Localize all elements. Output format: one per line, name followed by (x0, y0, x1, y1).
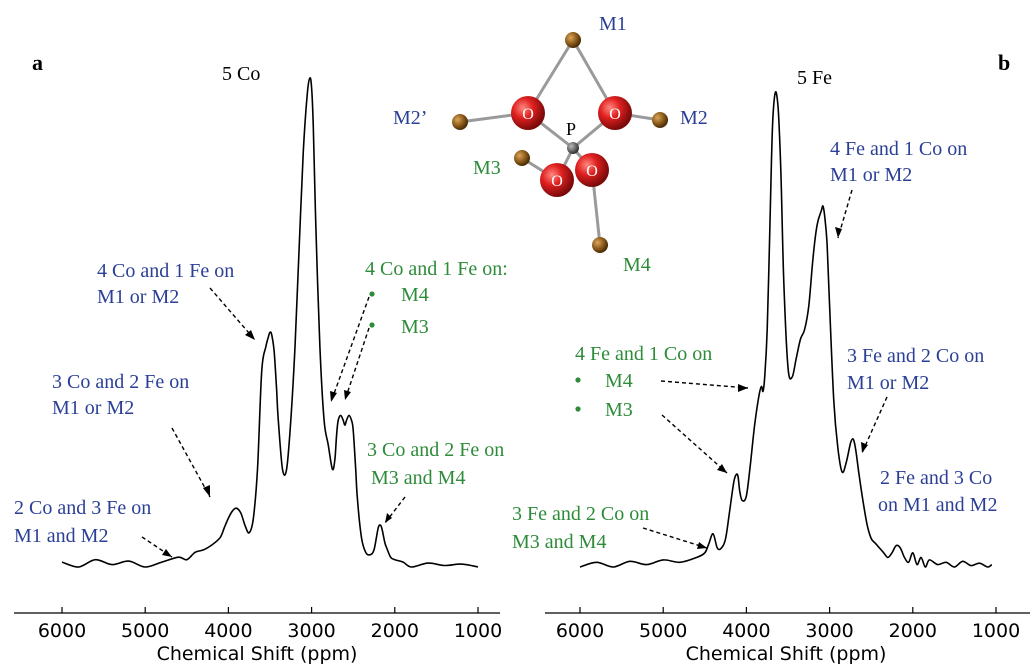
panel-a: a 5 Co 6000 5000 4000 3000 2000 1000 Chemical… (14, 50, 508, 665)
arrowheads-a (162, 330, 392, 557)
bullet-a-m4 (369, 291, 375, 297)
annotation-b-0-line-1: M1 or M2 (830, 164, 912, 186)
x-tick-label: 1000 (454, 620, 502, 642)
x-tick-label: 5000 (639, 620, 687, 642)
x-tick-label: 1000 (972, 620, 1020, 642)
annotation-b-0-line-0: 4 Fe and 1 Co on (830, 138, 967, 160)
annotation-b-2-line-0: 2 Fe and 3 Co (880, 467, 992, 489)
x-tick-label: 4000 (204, 620, 252, 642)
annotation-a-4-line-0: 3 Co and 2 Fe on (367, 439, 504, 461)
annotation-a-1-line-0: 3 Co and 2 Fe on (52, 371, 189, 393)
annotation-b-3-line-1: M4 (605, 370, 633, 392)
metal-atom-m2prime (452, 114, 468, 130)
x-tick-label: 6000 (38, 620, 86, 642)
x-ticks-a: 6000 5000 4000 3000 2000 1000 (38, 607, 502, 642)
annotation-a-2-line-0: 2 Co and 3 Fe on (14, 497, 151, 519)
x-tick-label: 3000 (805, 620, 853, 642)
oxygen-label-2: O (609, 106, 621, 123)
annotation-b-1-line-0: 3 Fe and 2 Co on (847, 345, 984, 367)
site-label-m2prime: M2’ (393, 107, 427, 129)
oxygen-labels: O O O O (522, 106, 621, 190)
phosphate-structure-diagram: O O O O P M1 M2 M2’ M3 M4 (393, 13, 708, 276)
panel-a-spectrum-label: 5 Co (222, 63, 260, 85)
annotation-a-3-line-1: M4 (401, 284, 429, 306)
metal-atom-m3 (514, 150, 530, 166)
oxygen-label-1: O (522, 106, 534, 123)
panel-b-spectrum-label: 5 Fe (797, 67, 832, 89)
metal-atom-m4 (592, 237, 608, 253)
oxygen-atom-2 (598, 96, 632, 130)
spectrum-trace-b (579, 91, 993, 568)
annotation-a-4-line-1: M3 and M4 (371, 467, 465, 489)
spectrum-trace-a (61, 77, 479, 568)
annotation-b-3-line-2: M3 (605, 399, 633, 421)
panel-a-label: a (32, 50, 43, 75)
metal-atom-m1 (565, 32, 581, 48)
panel-b: b 5 Fe 6000 5000 4000 3000 2000 1000 Chemical… (512, 50, 1030, 665)
x-ticks-b: 6000 5000 4000 3000 2000 1000 (556, 607, 1020, 642)
annotation-b-1-line-1: M1 or M2 (847, 372, 929, 394)
bullet-a-m3 (369, 322, 375, 328)
annotation-b-2-line-1: on M1 and M2 (878, 494, 997, 516)
arrows-b (642, 189, 888, 549)
bullet-b-m3 (575, 406, 581, 412)
x-tick-label: 2000 (889, 620, 937, 642)
annotation-a-1-line-1: M1 or M2 (52, 397, 134, 419)
arrows-a (141, 287, 406, 558)
x-tick-label: 2000 (371, 620, 419, 642)
oxygen-label-4: O (586, 163, 598, 180)
oxygen-atom-4 (575, 153, 609, 187)
annotation-b-4-line-1: M3 and M4 (512, 531, 606, 553)
x-tick-label: 5000 (121, 620, 169, 642)
annotation-a-2-line-1: M1 and M2 (14, 525, 108, 547)
panel-b-label: b (998, 50, 1010, 75)
oxygen-atom-1 (511, 96, 545, 130)
x-axis-label-a: Chemical Shift (ppm) (157, 643, 358, 665)
phosphorus-atom (567, 142, 579, 154)
annotation-b-4-line-0: 3 Fe and 2 Co on (512, 503, 649, 525)
annotation-b-3-line-0: 4 Fe and 1 Co on (575, 343, 712, 365)
annotation-a-3-line-2: M3 (401, 316, 429, 338)
x-axis-label-b: Chemical Shift (ppm) (686, 643, 887, 665)
bullet-b-m4 (575, 377, 581, 383)
site-label-m4: M4 (623, 254, 651, 276)
phosphorus-label: P (566, 119, 576, 139)
arrowheads-b (697, 227, 868, 549)
annotation-a-3-line-0: 4 Co and 1 Fe on: (365, 258, 508, 280)
site-label-m2: M2 (680, 107, 708, 129)
bonds (459, 39, 661, 246)
x-tick-label: 3000 (287, 620, 335, 642)
x-tick-label: 6000 (556, 620, 604, 642)
annotation-a-0-line-1: M1 or M2 (97, 286, 179, 308)
site-label-m1: M1 (599, 13, 627, 35)
annotation-a-0-line-0: 4 Co and 1 Fe on (97, 260, 234, 282)
x-tick-label: 4000 (722, 620, 770, 642)
oxygen-atom-3 (540, 163, 574, 197)
site-label-m3: M3 (473, 157, 501, 179)
oxygen-label-3: O (551, 173, 563, 190)
metal-atom-m2 (652, 112, 668, 128)
